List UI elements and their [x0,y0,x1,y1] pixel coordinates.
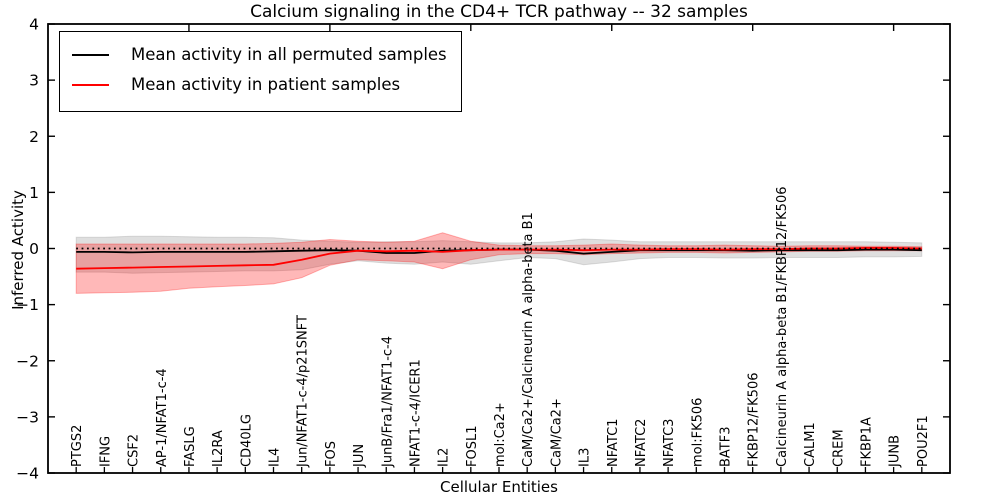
category-label: FKBP1A [859,417,874,467]
category-label: JUN [352,444,367,468]
permuted-samples-range-band [75,235,923,274]
legend-label-permuted: Mean activity in all permuted samples [131,45,447,64]
category-label: NFAT1-c-4/ICER1 [408,359,423,467]
category-label: FOS [324,441,339,467]
y-tick-label: −4 [16,465,39,483]
y-tick-label: 3 [29,72,39,90]
chart-title: Calcium signaling in the CD4+ TCR pathwa… [250,2,748,22]
category-label: Calcineurin A alpha-beta B1/FKBP12/FK506 [775,187,790,467]
x-axis-label: Cellular Entities [440,478,558,496]
category-label: NFATC1 [606,419,621,467]
category-label: JunB/Fra1/NFAT1-c-4 [380,336,395,468]
category-label: IL4 [268,448,283,467]
legend: Mean activity in all permuted samples Me… [59,31,462,113]
y-tick-label: 1 [29,184,39,202]
category-label: mol:FK506 [690,398,705,467]
y-tick-label: −3 [16,408,39,426]
y-tick-label: 4 [29,16,39,34]
category-label: CaM/Ca2+/Calcineurin A alpha-beta B1 [521,212,536,467]
category-label: CSF2 [127,434,142,467]
category-label: BATF3 [719,427,734,468]
category-label: FASLG [183,426,198,467]
category-label: NFATC2 [634,419,649,467]
legend-entry-permuted: Mean activity in all permuted samples [72,45,447,64]
category-label: CD40LG [239,414,254,467]
category-label: CaM/Ca2+ [549,398,564,467]
category-label: PTGS2 [70,425,85,467]
category-label: FOSL1 [465,426,480,467]
category-label: NFATC3 [662,419,677,467]
category-label: CREM [831,429,846,467]
category-label: FKBP12/FK506 [747,373,762,468]
category-label: JUNB [888,435,903,468]
category-label: POU2F1 [916,415,931,467]
category-label: IL3 [578,448,593,467]
category-label: IFNG [98,436,113,467]
y-tick-label: 2 [29,128,39,146]
y-tick-label: 0 [29,240,39,258]
legend-label-patient: Mean activity in patient samples [131,75,401,95]
patient-mean-line [76,246,922,270]
category-label: CALM1 [803,422,818,467]
category-label: AP-1/NFAT1-c-4 [155,368,170,467]
patient-line-swatch [72,84,109,87]
permuted-line-swatch [72,54,109,57]
category-label: IL2 [437,448,452,467]
legend-entry-patient: Mean activity in patient samples [72,75,447,95]
category-label: IL2RA [211,430,226,467]
y-tick-label: −1 [16,296,39,314]
category-label: mol:Ca2+ [493,402,508,467]
category-label: Jun/NFAT1-c-4/p21SNFT [296,315,311,468]
y-tick-label: −2 [16,352,39,370]
